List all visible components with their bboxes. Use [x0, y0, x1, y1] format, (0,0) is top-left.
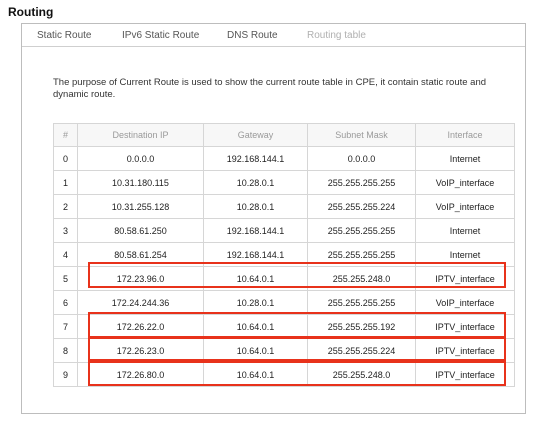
cell-interface: VoIP_interface	[415, 290, 515, 315]
page-title: Routing	[8, 5, 54, 19]
cell-index: 1	[53, 170, 78, 195]
cell-interface: Internet	[415, 146, 515, 171]
cell-index: 3	[53, 218, 78, 243]
cell-gateway: 10.64.0.1	[203, 314, 308, 339]
table-row: 1 10.31.180.115 10.28.0.1 255.255.255.255 Vo…	[53, 170, 515, 195]
cell-subnet-mask: 255.255.255.255	[307, 170, 416, 195]
cell-interface: IPTV_interface	[415, 266, 515, 291]
column-header-interface: Interface	[415, 123, 515, 147]
cell-destination-ip: 172.26.23.0	[77, 338, 204, 363]
cell-interface: IPTV_interface	[415, 314, 515, 339]
table-row: 8 172.26.23.0 10.64.0.1 255.255.255.224 IPTV…	[53, 338, 515, 363]
table-row: 6 172.24.244.36 10.28.0.1 255.255.255.255 Vo…	[53, 290, 515, 315]
cell-index: 0	[53, 146, 78, 171]
routing-panel: Static Route IPv6 Static Route DNS Route…	[21, 23, 526, 414]
table-row: 4 80.58.61.254 192.168.144.1 255.255.255.25…	[53, 242, 515, 267]
routing-table: # Destination IP Gateway Subnet Mask Int…	[53, 123, 515, 387]
column-header-index: #	[53, 123, 78, 147]
cell-destination-ip: 80.58.61.250	[77, 218, 204, 243]
tab-dns-route[interactable]: DNS Route	[227, 30, 278, 41]
cell-gateway: 10.28.0.1	[203, 290, 308, 315]
table-row: 0 0.0.0.0 192.168.144.1 0.0.0.0 Internet	[53, 146, 515, 171]
cell-subnet-mask: 255.255.255.255	[307, 290, 416, 315]
cell-destination-ip: 172.24.244.36	[77, 290, 204, 315]
cell-interface: VoIP_interface	[415, 170, 515, 195]
cell-index: 6	[53, 290, 78, 315]
cell-gateway: 10.64.0.1	[203, 338, 308, 363]
cell-destination-ip: 10.31.255.128	[77, 194, 204, 219]
table-row: 2 10.31.255.128 10.28.0.1 255.255.255.224 Vo…	[53, 194, 515, 219]
cell-subnet-mask: 255.255.248.0	[307, 362, 416, 387]
cell-gateway: 10.28.0.1	[203, 170, 308, 195]
cell-subnet-mask: 0.0.0.0	[307, 146, 416, 171]
column-header-destination-ip: Destination IP	[77, 123, 204, 147]
cell-destination-ip: 0.0.0.0	[77, 146, 204, 171]
column-header-subnet-mask: Subnet Mask	[307, 123, 416, 147]
cell-index: 2	[53, 194, 78, 219]
cell-index: 9	[53, 362, 78, 387]
cell-destination-ip: 10.31.180.115	[77, 170, 204, 195]
cell-interface: Internet	[415, 218, 515, 243]
table-row: 9 172.26.80.0 10.64.0.1 255.255.248.0 IPTV_i…	[53, 362, 515, 387]
tab-ipv6-static-route[interactable]: IPv6 Static Route	[122, 30, 200, 41]
cell-destination-ip: 80.58.61.254	[77, 242, 204, 267]
cell-subnet-mask: 255.255.255.224	[307, 194, 416, 219]
cell-index: 5	[53, 266, 78, 291]
cell-destination-ip: 172.26.22.0	[77, 314, 204, 339]
cell-index: 7	[53, 314, 78, 339]
table-row: 3 80.58.61.250 192.168.144.1 255.255.255.25…	[53, 218, 515, 243]
cell-interface: IPTV_interface	[415, 338, 515, 363]
tab-static-route[interactable]: Static Route	[37, 30, 92, 41]
cell-destination-ip: 172.26.80.0	[77, 362, 204, 387]
tab-routing-table: Routing table	[307, 30, 366, 41]
cell-index: 8	[53, 338, 78, 363]
cell-subnet-mask: 255.255.255.224	[307, 338, 416, 363]
description-text: The purpose of Current Route is used to …	[53, 77, 487, 100]
cell-subnet-mask: 255.255.255.255	[307, 218, 416, 243]
cell-interface: VoIP_interface	[415, 194, 515, 219]
table-row: 5 172.23.96.0 10.64.0.1 255.255.248.0 IPTV_i…	[53, 266, 515, 291]
cell-gateway: 10.64.0.1	[203, 362, 308, 387]
cell-index: 4	[53, 242, 78, 267]
cell-subnet-mask: 255.255.248.0	[307, 266, 416, 291]
table-body: 0 0.0.0.0 192.168.144.1 0.0.0.0 Internet 1 10.…	[53, 146, 515, 387]
cell-interface: Internet	[415, 242, 515, 267]
cell-gateway: 10.64.0.1	[203, 266, 308, 291]
cell-gateway: 192.168.144.1	[203, 146, 308, 171]
table-header-row: # Destination IP Gateway Subnet Mask Int…	[53, 123, 515, 147]
cell-interface: IPTV_interface	[415, 362, 515, 387]
cell-gateway: 192.168.144.1	[203, 218, 308, 243]
column-header-gateway: Gateway	[203, 123, 308, 147]
cell-gateway: 192.168.144.1	[203, 242, 308, 267]
table-row: 7 172.26.22.0 10.64.0.1 255.255.255.192 IPTV…	[53, 314, 515, 339]
cell-gateway: 10.28.0.1	[203, 194, 308, 219]
tab-bar: Static Route IPv6 Static Route DNS Route…	[22, 24, 525, 47]
cell-subnet-mask: 255.255.255.192	[307, 314, 416, 339]
cell-destination-ip: 172.23.96.0	[77, 266, 204, 291]
cell-subnet-mask: 255.255.255.255	[307, 242, 416, 267]
